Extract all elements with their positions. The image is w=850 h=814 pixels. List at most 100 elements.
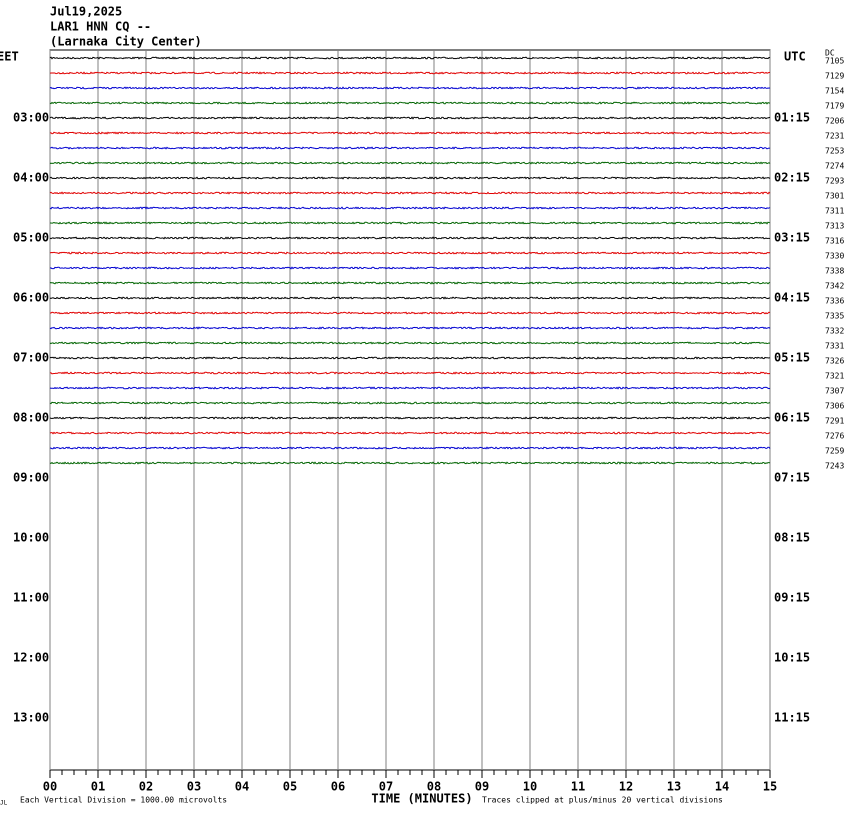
x-tick-label: 08 bbox=[427, 780, 441, 794]
trace-offset: 7301 bbox=[825, 192, 844, 201]
trace bbox=[49, 71, 771, 75]
trace-offset: 7336 bbox=[825, 297, 844, 306]
right-time-label: 01:15 bbox=[774, 111, 810, 125]
x-tick-label: 06 bbox=[331, 780, 345, 794]
x-tick-label: 00 bbox=[43, 780, 57, 794]
x-axis-label: TIME (MINUTES) bbox=[371, 792, 472, 806]
trace bbox=[49, 176, 771, 180]
title-line: (Larnaka City Center) bbox=[50, 35, 202, 49]
trace bbox=[49, 86, 771, 90]
trace-offset: 7105 bbox=[825, 57, 844, 66]
trace bbox=[49, 461, 771, 465]
left-time-label: 04:00 bbox=[13, 171, 49, 185]
trace-offset: 7342 bbox=[825, 282, 844, 291]
trace-offset: 7291 bbox=[825, 417, 844, 426]
trace-offset: 7326 bbox=[825, 357, 844, 366]
trace-offset: 7293 bbox=[825, 177, 844, 186]
x-tick-label: 01 bbox=[91, 780, 105, 794]
trace-offset: 7274 bbox=[825, 162, 844, 171]
trace bbox=[49, 446, 771, 450]
right-time-label: 11:15 bbox=[774, 711, 810, 725]
right-time-label: 05:15 bbox=[774, 351, 810, 365]
trace-offset: 7306 bbox=[825, 402, 844, 411]
trace-offset: 7331 bbox=[825, 342, 844, 351]
right-timezone: UTC bbox=[784, 50, 806, 64]
right-time-label: 09:15 bbox=[774, 591, 810, 605]
trace bbox=[49, 296, 771, 300]
trace-offset: 7259 bbox=[825, 447, 844, 456]
title-line: Jul19,2025 bbox=[50, 5, 122, 19]
trace bbox=[49, 311, 771, 315]
right-time-label: 03:15 bbox=[774, 231, 810, 245]
trace-offset: 7253 bbox=[825, 147, 844, 156]
trace-offset: 7179 bbox=[825, 102, 844, 111]
x-tick-label: 09 bbox=[475, 780, 489, 794]
footnote: Traces clipped at plus/minus 20 vertical… bbox=[482, 796, 723, 805]
trace-offset: 7311 bbox=[825, 207, 844, 216]
left-time-label: 08:00 bbox=[13, 411, 49, 425]
x-tick-label: 11 bbox=[571, 780, 585, 794]
right-time-label: 07:15 bbox=[774, 471, 810, 485]
trace bbox=[49, 266, 771, 270]
right-time-label: 06:15 bbox=[774, 411, 810, 425]
right-time-label: 02:15 bbox=[774, 171, 810, 185]
trace bbox=[49, 146, 771, 150]
left-time-label: 07:00 bbox=[13, 351, 49, 365]
left-timezone: EET bbox=[0, 50, 19, 64]
left-time-label: 10:00 bbox=[13, 531, 49, 545]
trace-offset: 7338 bbox=[825, 267, 844, 276]
x-tick-label: 15 bbox=[763, 780, 777, 794]
trace bbox=[49, 56, 771, 60]
x-tick-label: 02 bbox=[139, 780, 153, 794]
trace bbox=[49, 326, 771, 330]
left-time-label: 11:00 bbox=[13, 591, 49, 605]
right-time-label: 04:15 bbox=[774, 291, 810, 305]
x-tick-label: 10 bbox=[523, 780, 537, 794]
trace bbox=[49, 191, 771, 195]
trace-offset: 7231 bbox=[825, 132, 844, 141]
trace bbox=[49, 341, 771, 345]
x-tick-label: 04 bbox=[235, 780, 249, 794]
trace bbox=[49, 281, 771, 285]
x-tick-label: 05 bbox=[283, 780, 297, 794]
trace-offset: 7307 bbox=[825, 387, 844, 396]
trace-offset: 7206 bbox=[825, 117, 844, 126]
trace-offset: 7332 bbox=[825, 327, 844, 336]
trace-offset: 7129 bbox=[825, 72, 844, 81]
trace-offset: 7335 bbox=[825, 312, 844, 321]
trace bbox=[49, 416, 771, 420]
trace bbox=[49, 356, 771, 360]
left-time-label: 06:00 bbox=[13, 291, 49, 305]
corner-mark: JL bbox=[0, 800, 8, 807]
trace bbox=[49, 251, 771, 255]
trace bbox=[49, 401, 771, 405]
trace-offset: 7243 bbox=[825, 462, 844, 471]
trace-offset: 7276 bbox=[825, 432, 844, 441]
trace bbox=[49, 101, 770, 105]
trace bbox=[49, 386, 771, 390]
trace-offset: 7154 bbox=[825, 87, 844, 96]
trace bbox=[49, 161, 771, 165]
trace-offset: 7313 bbox=[825, 222, 844, 231]
left-time-label: 13:00 bbox=[13, 711, 49, 725]
right-time-label: 08:15 bbox=[774, 531, 810, 545]
x-tick-label: 12 bbox=[619, 780, 633, 794]
right-time-label: 10:15 bbox=[774, 651, 810, 665]
trace bbox=[49, 206, 771, 210]
trace-offset: 7330 bbox=[825, 252, 844, 261]
trace-offset: 7316 bbox=[825, 237, 844, 246]
x-tick-label: 14 bbox=[715, 780, 729, 794]
left-time-label: 03:00 bbox=[13, 111, 49, 125]
trace bbox=[49, 431, 771, 435]
footnote: Each Vertical Division = 1000.00 microvo… bbox=[20, 796, 227, 805]
left-time-label: 05:00 bbox=[13, 231, 49, 245]
trace-offset: 7321 bbox=[825, 372, 844, 381]
left-time-label: 09:00 bbox=[13, 471, 49, 485]
x-tick-label: 13 bbox=[667, 780, 681, 794]
trace bbox=[49, 371, 771, 375]
right-header: DC bbox=[825, 49, 835, 58]
left-time-label: 12:00 bbox=[13, 651, 49, 665]
x-tick-label: 03 bbox=[187, 780, 201, 794]
